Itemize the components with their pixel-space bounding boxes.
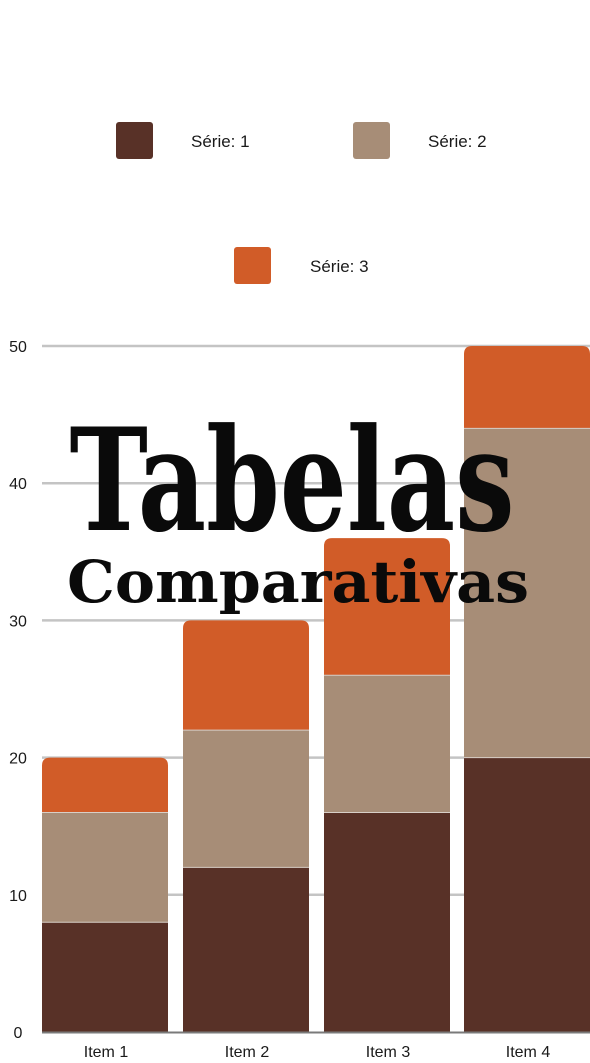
bar-segment-series-2-item-1	[42, 812, 168, 923]
bar-segment-series-3-item-4	[464, 346, 590, 429]
chart-subtitle: Comparativas	[67, 548, 529, 616]
y-tick-label: 10	[9, 888, 27, 905]
y-tick-label: 50	[9, 339, 27, 356]
bar-segment-series-2-item-2	[183, 730, 309, 868]
y-tick-label: 30	[9, 613, 27, 630]
legend-swatch-series-3	[234, 247, 271, 284]
legend-swatch-series-1	[116, 122, 153, 159]
bar-segment-series-3-item-1	[42, 757, 168, 813]
x-tick-label: Item 1	[84, 1044, 129, 1061]
y-tick-label: 0	[14, 1025, 23, 1042]
legend: Série: 1 Série: 2 Série: 3	[116, 122, 487, 284]
axes: 0 10 20 30 40 50 Item 1 Item 2 Item 3 Item 4	[9, 339, 590, 1061]
x-tick-label: Item 3	[366, 1044, 411, 1061]
y-tick-label: 20	[9, 751, 27, 768]
bar-segment-series-2-item-4	[464, 428, 590, 758]
y-tick-label: 40	[9, 476, 27, 493]
legend-label-series-2: Série: 2	[428, 132, 487, 151]
x-tick-label: Item 4	[506, 1044, 551, 1061]
bars	[42, 346, 590, 1032]
legend-label-series-3: Série: 3	[310, 257, 369, 276]
bar-segment-series-3-item-3	[324, 538, 450, 676]
bar-segment-series-1-item-2	[183, 867, 309, 1032]
bar-segment-series-2-item-3	[324, 675, 450, 813]
bar-segment-series-1-item-4	[464, 757, 590, 1032]
x-tick-label: Item 2	[225, 1044, 270, 1061]
bar-segment-series-3-item-2	[183, 620, 309, 731]
legend-swatch-series-2	[353, 122, 390, 159]
bar-segment-series-1-item-1	[42, 922, 168, 1032]
chart-title-group: Tabelas Comparativas	[67, 398, 529, 616]
chart-title: Tabelas	[70, 398, 515, 564]
legend-label-series-1: Série: 1	[191, 132, 250, 151]
bar-segment-series-1-item-3	[324, 812, 450, 1032]
